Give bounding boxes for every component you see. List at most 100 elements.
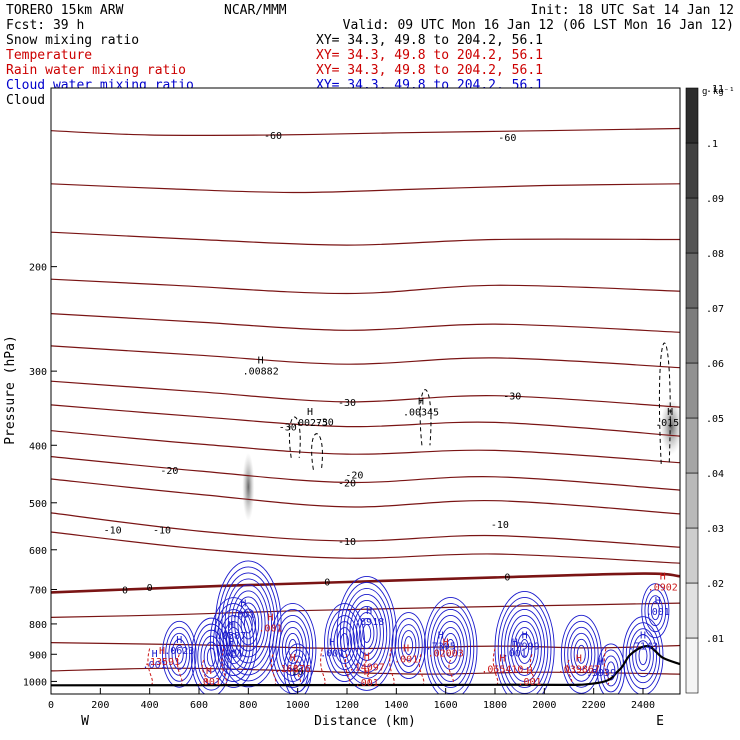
cloud-water-contour — [446, 639, 456, 658]
isotherm-line — [51, 345, 680, 369]
colorbar-bin — [685, 252, 699, 309]
isotherm-line — [51, 183, 680, 194]
rain-contour — [364, 659, 371, 685]
y-tick-label: 900 — [29, 650, 47, 661]
rain-maximum-marker: H — [499, 653, 505, 664]
snow-maximum-label: .0156 — [655, 418, 685, 429]
cloud-water-contour — [391, 612, 426, 679]
x-tick-label: 1000 — [286, 700, 310, 711]
colorbar-bin — [685, 582, 699, 639]
field-xsection-coords: XY= 34.3, 49.8 to 204.2, 56.1 — [316, 33, 543, 48]
cloud-water-contour — [283, 643, 312, 694]
colorbar-label: .01 — [706, 634, 724, 645]
rain-contour — [295, 659, 301, 685]
cloud-water-contour — [162, 620, 197, 688]
isotherm-line — [51, 278, 680, 295]
cloud-water-maximum-label: .001 — [143, 660, 167, 671]
cloud-water-maximum-label: .001 — [231, 610, 255, 621]
cloud-water-maximum-marker: H — [640, 630, 646, 641]
cloud-water-contour — [362, 623, 372, 643]
x-tick-label: 0 — [48, 700, 54, 711]
x-tick-label: 600 — [190, 700, 208, 711]
cloud-water-maximum-label: .7143 — [628, 641, 658, 652]
cloud-water-contour — [500, 603, 549, 694]
rain-contour — [603, 648, 610, 685]
cloud-water-contour — [632, 634, 654, 678]
rain-maximum-label: .001 — [197, 677, 221, 688]
colorbar-label: .09 — [706, 194, 724, 205]
isotherm-line — [51, 380, 680, 408]
field-name: Snow mixing ratio — [6, 33, 139, 48]
colorbar-label: .02 — [706, 579, 724, 590]
isotherm-line — [51, 478, 680, 515]
isotherm-label: -20 — [160, 466, 178, 477]
isotherm-line — [51, 127, 680, 136]
rain-maximum-marker: H — [159, 646, 165, 657]
cloud-water-contour — [442, 633, 459, 664]
cloud-water-contour — [171, 638, 187, 670]
field-xsection-coords: XY= 34.3, 49.8 to 204.2, 56.1 — [316, 63, 543, 78]
snow-contour — [658, 342, 671, 464]
rain-maximum-label: .001 — [258, 623, 282, 634]
init-time: Init: 18 UTC Sat 14 Jan 12 — [531, 3, 735, 18]
cloud-water-maximum-marker: H — [438, 630, 444, 641]
terrain-line — [51, 644, 680, 687]
axes: 0 200 400 600 800 1000 1200 1400 1600 1800 2000 220… — [23, 263, 655, 711]
colorbar-bin — [685, 417, 699, 474]
isotherm-label: -60 — [264, 131, 282, 142]
cloud-water-contour — [635, 640, 651, 672]
rain-maximum-marker: H — [290, 653, 296, 664]
isotherm-line — [51, 667, 680, 675]
snow-maximum-marker: H — [258, 356, 264, 367]
rain-contour — [221, 648, 227, 685]
rain-maximum-marker: H — [364, 667, 370, 678]
cloud-water-contour — [281, 627, 304, 670]
x-tick-label: 2000 — [532, 700, 556, 711]
x-tick-label: 1200 — [335, 700, 359, 711]
snow-contour — [419, 389, 432, 446]
cloud-water-maximum-label: .8918 — [354, 617, 384, 628]
field-name: Temperature — [6, 48, 92, 63]
isotherm-label: -30 — [316, 418, 334, 429]
colorbar: .01 .02 .03 .04 .05 .06 .07 .08 .09 .1 .11 — [685, 84, 724, 694]
cloud-water-maximum-marker: H — [598, 657, 604, 668]
rain-maximum-marker: H — [268, 612, 274, 623]
x-tick-label: 1600 — [434, 700, 458, 711]
cloud-water-contour — [401, 630, 417, 661]
isotherm-line — [51, 531, 680, 564]
cloud-water-contour — [510, 621, 539, 676]
cloud-water-contour — [272, 609, 314, 688]
cloud-water-contour — [243, 614, 253, 634]
x-axis-label: Distance (km) — [314, 714, 416, 729]
cloud-water-maximum-marker: H — [228, 638, 234, 649]
cloud-water-maximum-marker: H — [152, 649, 158, 660]
cloud-water-contour — [504, 609, 546, 688]
isotherm-line — [51, 404, 680, 437]
cloud-water-contour — [359, 617, 375, 649]
colorbar-label: .07 — [706, 304, 724, 315]
cloud-water-contour — [430, 609, 472, 688]
colorbar-bin — [685, 197, 699, 254]
snow-maximum-marker: H — [667, 407, 673, 418]
cloud-water-contour — [560, 614, 602, 694]
cloud-water-maximum-label: .0623 — [164, 646, 194, 657]
isotherm-line — [51, 430, 680, 464]
colorbar-label: .03 — [706, 524, 724, 535]
colorbar-bin — [685, 142, 699, 199]
isotherm-label: -10 — [491, 520, 509, 531]
colorbar-bin — [685, 472, 699, 529]
cloud-water-contour — [570, 632, 593, 676]
rain-contour — [566, 659, 573, 685]
isotherm-line — [51, 642, 680, 650]
rain-contour — [201, 659, 208, 685]
cloud-water-maximum-label: .7395 — [426, 641, 456, 652]
isotherm-line — [51, 313, 680, 333]
field-name: Rain water mixing ratio — [6, 63, 186, 78]
cloud-water-maximum-marker: H — [329, 638, 335, 649]
x-tick-label: 1800 — [483, 700, 507, 711]
rain-maximum-label: .0902 — [648, 583, 678, 594]
snow-maximum-label: .00275 — [292, 418, 328, 429]
snow-shading — [242, 452, 255, 521]
cloud-water-contour — [293, 661, 303, 681]
